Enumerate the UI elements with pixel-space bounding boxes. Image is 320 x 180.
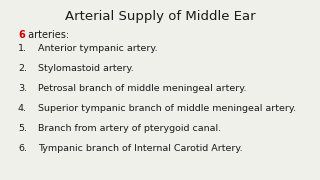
Text: 3.: 3. — [18, 84, 27, 93]
Text: Arterial Supply of Middle Ear: Arterial Supply of Middle Ear — [65, 10, 255, 23]
Text: 4.: 4. — [18, 104, 27, 113]
Text: Anterior tympanic artery.: Anterior tympanic artery. — [38, 44, 158, 53]
Text: 1.: 1. — [18, 44, 27, 53]
Text: Branch from artery of pterygoid canal.: Branch from artery of pterygoid canal. — [38, 124, 221, 133]
Text: Petrosal branch of middle meningeal artery.: Petrosal branch of middle meningeal arte… — [38, 84, 246, 93]
Text: arteries:: arteries: — [25, 30, 69, 40]
Text: Tympanic branch of Internal Carotid Artery.: Tympanic branch of Internal Carotid Arte… — [38, 144, 243, 153]
Text: 2.: 2. — [18, 64, 27, 73]
Text: 5.: 5. — [18, 124, 27, 133]
Text: 6: 6 — [18, 30, 25, 40]
Text: 6.: 6. — [18, 144, 27, 153]
Text: Superior tympanic branch of middle meningeal artery.: Superior tympanic branch of middle menin… — [38, 104, 296, 113]
Text: Stylomastoid artery.: Stylomastoid artery. — [38, 64, 134, 73]
